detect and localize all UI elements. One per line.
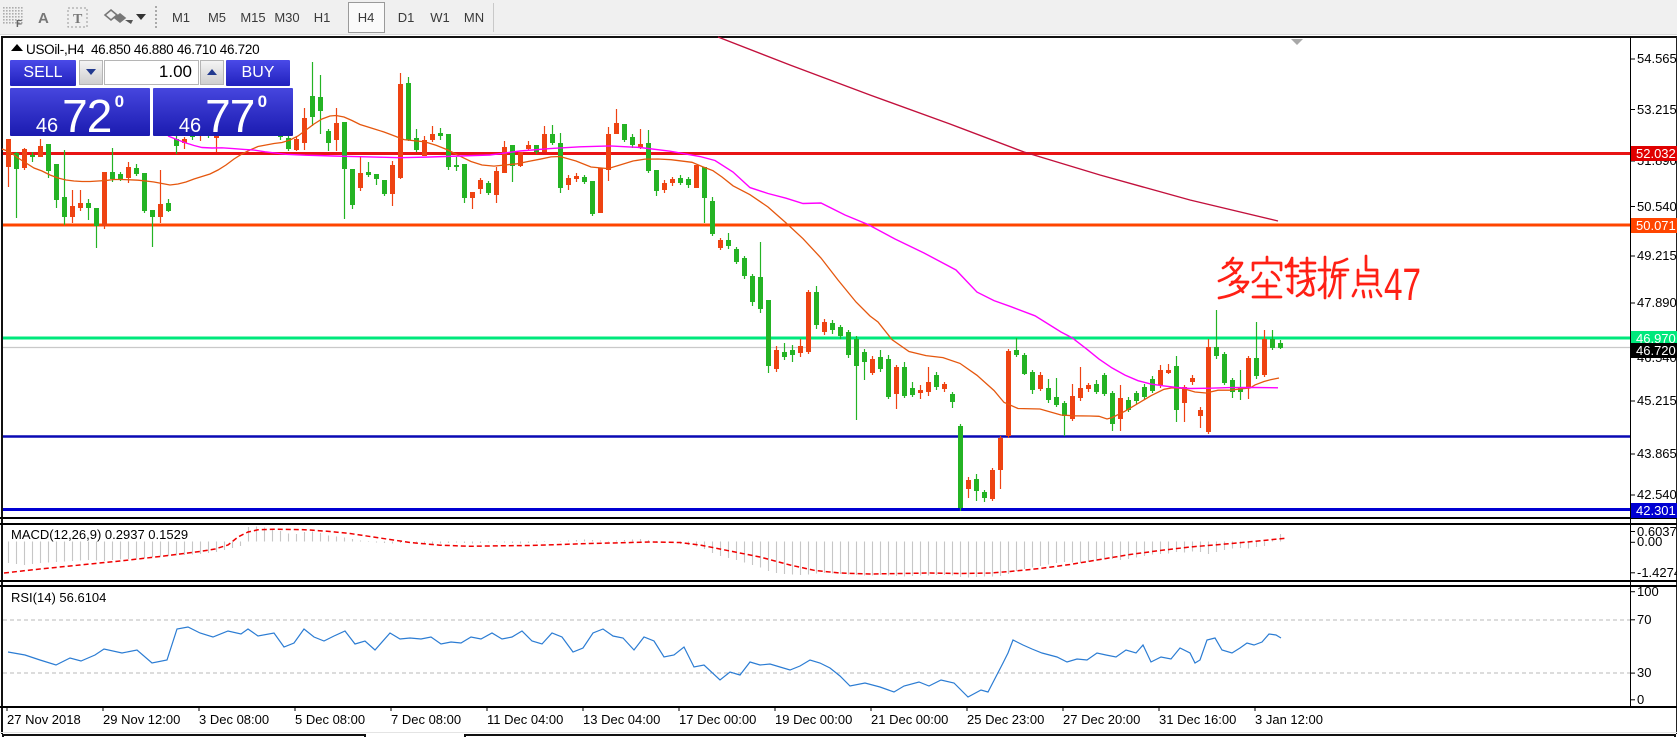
svg-text:47: 47 (1384, 259, 1421, 310)
svg-text:F: F (16, 19, 22, 30)
svg-text:T: T (73, 12, 83, 27)
svg-text:A: A (38, 10, 49, 27)
